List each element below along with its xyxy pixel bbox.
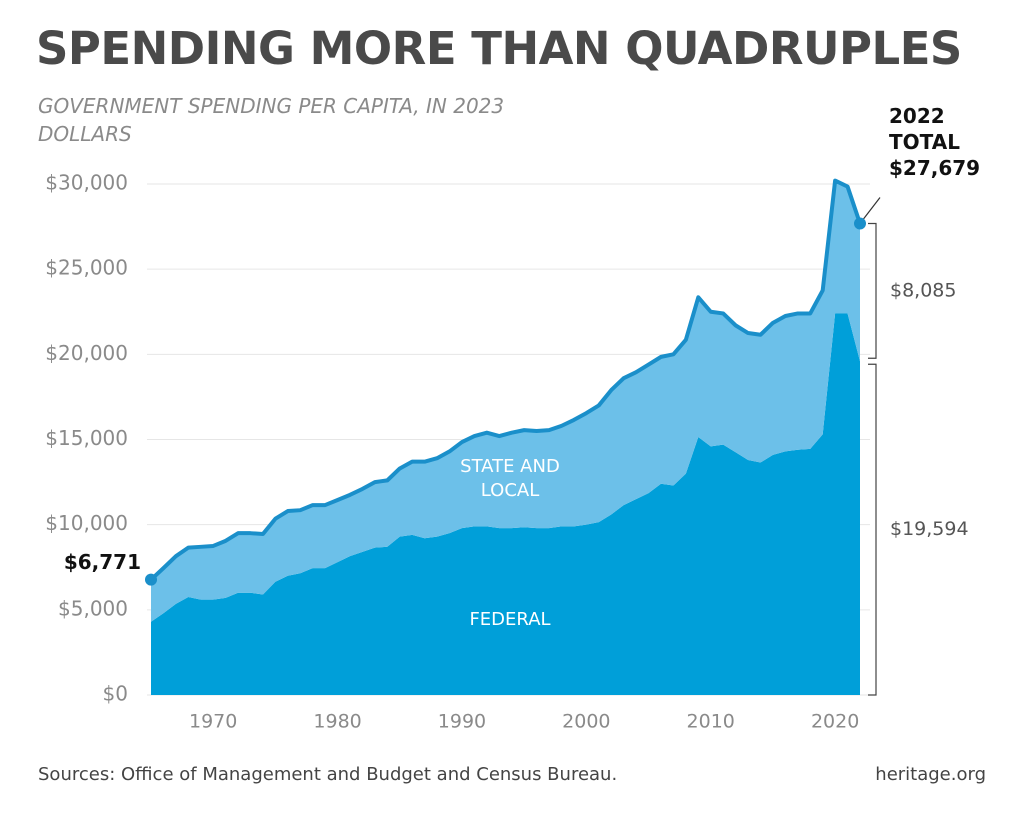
area [151, 180, 860, 622]
chart-title: SPENDING MORE THAN QUADRUPLES [36, 22, 962, 75]
x-tick-label: 1980 [313, 711, 361, 733]
x-tick-label: 2020 [811, 711, 859, 733]
y-tick-label: $15,000 [45, 426, 128, 450]
y-tick-label: $25,000 [45, 256, 128, 280]
bracket [868, 363, 877, 696]
bracket [868, 222, 877, 359]
y-tick-label: $0 [103, 682, 128, 706]
chart-subtitle: GOVERNMENT SPENDING PER CAPITA, IN 2023 … [38, 94, 505, 146]
total-outline [149, 178, 862, 582]
y-tick-label: $5,000 [58, 596, 128, 620]
bracket-label: $19,594 [890, 518, 969, 540]
x-tick-label: 2000 [562, 711, 610, 733]
end-dot [854, 217, 866, 230]
source-note: Sources: Office of Management and Budget… [38, 764, 618, 785]
y-tick-label: $30,000 [45, 171, 128, 195]
end-total-label: 2022 TOTAL $27,679 [889, 104, 981, 180]
bracket-label: $8,085 [890, 279, 956, 301]
x-tick-label: 1970 [189, 711, 237, 733]
series-label: FEDERAL [469, 609, 551, 630]
brand: heritage.org [875, 764, 986, 785]
y-tick-label: $20,000 [45, 341, 128, 365]
x-tick-label: 2010 [687, 711, 735, 733]
start-total-label: $6,771 [64, 550, 141, 574]
y-tick-label: $10,000 [45, 511, 128, 535]
area [151, 313, 860, 695]
start-dot [145, 573, 157, 586]
x-tick-label: 1990 [438, 711, 486, 733]
series-label: STATE AND LOCAL [460, 456, 560, 501]
